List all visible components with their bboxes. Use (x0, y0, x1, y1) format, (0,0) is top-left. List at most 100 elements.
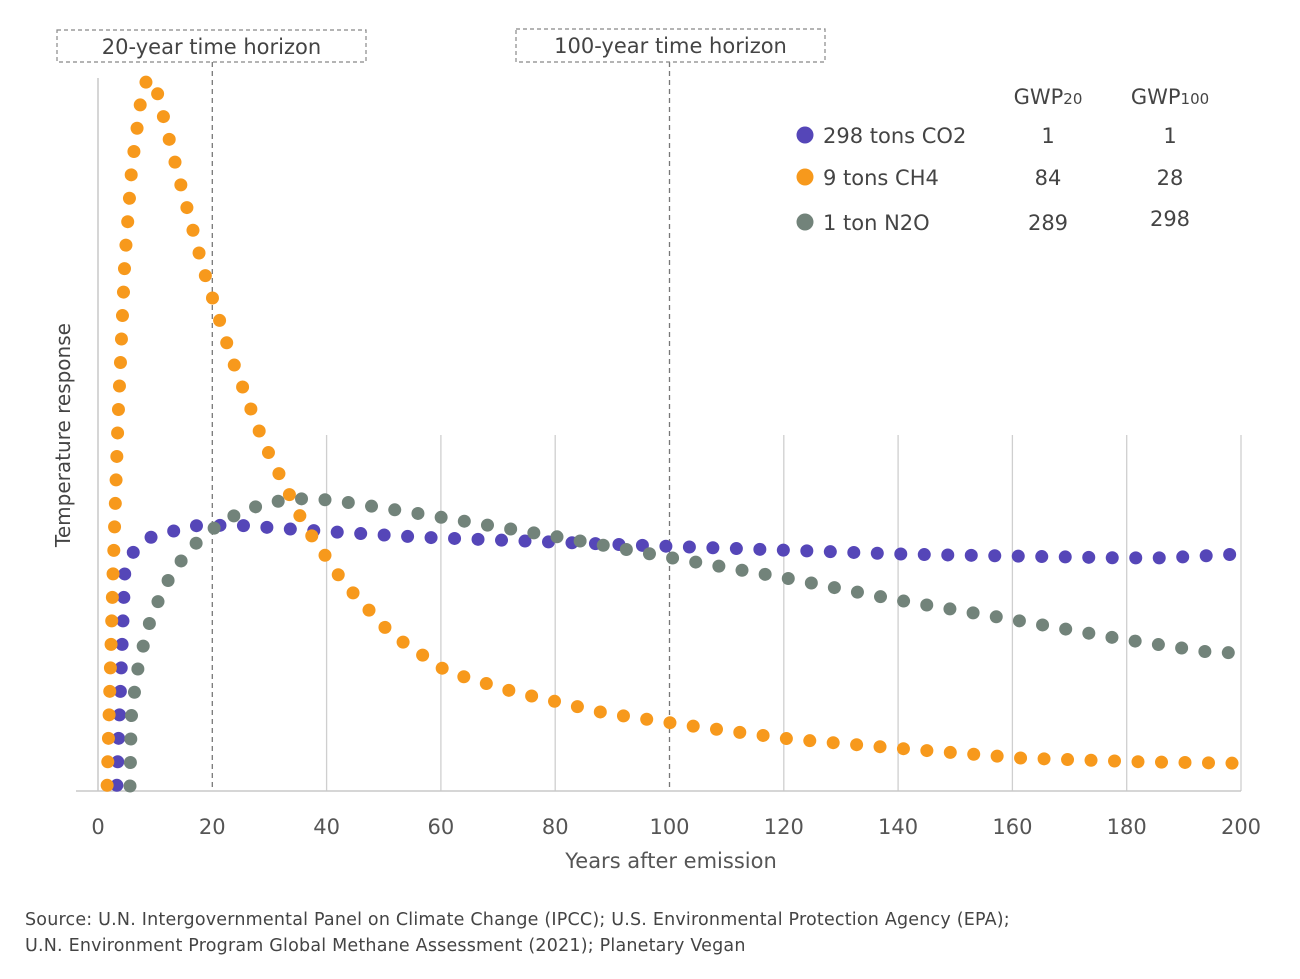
data-point (162, 132, 176, 146)
time-horizons: 20-year time horizon 100-year time horizo… (56, 28, 826, 791)
data-point (117, 590, 131, 604)
data-point (198, 269, 212, 283)
data-point (151, 595, 165, 609)
data-point (897, 594, 911, 608)
series-1-ton-n2o (123, 492, 1235, 793)
data-point (131, 662, 145, 676)
grid (325, 435, 1242, 791)
data-point (666, 551, 680, 565)
data-point (101, 731, 115, 745)
x-tick-label: 100 (649, 815, 689, 839)
data-point (776, 543, 790, 557)
data-point (101, 755, 115, 769)
data-point (282, 488, 296, 502)
data-point (826, 736, 840, 750)
data-point (105, 614, 119, 628)
data-point (236, 519, 250, 533)
data-point (117, 262, 131, 276)
data-point (1201, 756, 1215, 770)
data-point (207, 521, 221, 535)
data-point (354, 527, 368, 541)
data-point (827, 581, 841, 595)
data-point (346, 586, 360, 600)
data-point (1199, 549, 1213, 563)
data-point (1223, 548, 1237, 562)
data-point (502, 683, 516, 697)
data-point (548, 694, 562, 708)
data-point (1105, 630, 1119, 644)
series-group (100, 75, 1239, 793)
legend-label: 9 tons CH4 (823, 166, 939, 190)
data-point (686, 719, 700, 733)
data-point (167, 524, 181, 538)
data-point (377, 528, 391, 542)
data-point (1225, 756, 1239, 770)
data-point (1012, 614, 1026, 628)
data-point (1129, 551, 1143, 565)
data-point (480, 518, 494, 532)
data-point (689, 555, 703, 569)
x-tick-label: 120 (764, 815, 804, 839)
data-point (151, 87, 165, 101)
data-point (596, 538, 610, 552)
data-point (121, 215, 135, 229)
data-point (803, 734, 817, 748)
legend-marker (796, 213, 814, 231)
data-point (1014, 751, 1028, 765)
y-axis-label: Temperature response (51, 323, 75, 548)
legend: GWP20 GWP100 298 tons CO2 1 1 9 tons CH4 84 28 1… (796, 85, 1209, 235)
axes (76, 78, 1241, 792)
data-point (113, 356, 127, 370)
data-point (709, 722, 723, 736)
data-point (1059, 622, 1073, 636)
data-point (1128, 634, 1142, 648)
data-point (227, 509, 241, 523)
data-point (920, 744, 934, 758)
data-point (479, 677, 493, 691)
data-point (244, 402, 258, 416)
data-point (174, 554, 188, 568)
data-point (823, 545, 837, 559)
data-point (119, 238, 133, 252)
data-point (570, 700, 584, 714)
data-point (1131, 755, 1145, 769)
data-point (593, 705, 607, 719)
data-point (1155, 755, 1169, 769)
legend-header: GWP20 (1014, 85, 1083, 109)
data-point (1082, 626, 1096, 640)
data-point (123, 779, 137, 793)
data-point (525, 689, 539, 703)
data-point (756, 728, 770, 742)
data-point (341, 496, 355, 510)
data-point (104, 637, 118, 651)
data-point (108, 496, 122, 510)
data-point (616, 709, 630, 723)
data-point (682, 540, 696, 554)
data-point (111, 402, 125, 416)
series-298-tons-co2 (110, 518, 1237, 792)
data-point (295, 492, 309, 506)
data-point (186, 223, 200, 237)
data-point (144, 530, 158, 544)
data-point (130, 121, 144, 135)
data-point (471, 532, 485, 546)
x-tick-label: 0 (91, 815, 104, 839)
data-point (894, 547, 908, 561)
data-point (168, 155, 182, 169)
data-point (116, 614, 130, 628)
data-point (115, 309, 129, 323)
data-point (133, 98, 147, 112)
data-point (659, 539, 673, 553)
data-point (114, 661, 128, 675)
data-point (712, 559, 726, 573)
data-point (378, 620, 392, 634)
data-point (110, 449, 124, 463)
data-point (435, 661, 449, 675)
legend-label: 1 ton N2O (823, 211, 930, 235)
data-point (988, 549, 1002, 563)
data-point (967, 747, 981, 761)
data-point (362, 603, 376, 617)
data-point (107, 543, 121, 557)
horizon-label-box (515, 28, 826, 63)
data-point (330, 525, 344, 539)
